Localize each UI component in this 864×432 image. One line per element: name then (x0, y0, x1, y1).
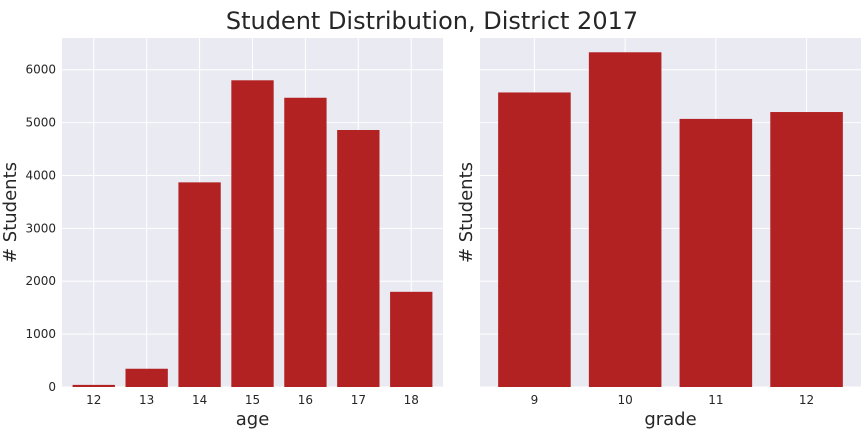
bars (498, 52, 843, 388)
y-axis-label: # Students (0, 162, 21, 263)
bar-11 (679, 118, 753, 388)
x-tick-label: 17 (351, 393, 366, 407)
y-tick-label: 1000 (25, 327, 56, 341)
bar-12 (72, 384, 115, 387)
y-tick-label: 3000 (25, 221, 56, 235)
x-axis-label: grade (644, 409, 696, 430)
x-tick-label: 9 (531, 393, 539, 407)
x-tick-label: 11 (708, 393, 723, 407)
y-tick-labels: 0 1000 2000 3000 4000 5000 6000 (25, 63, 56, 394)
x-tick-label: 12 (799, 393, 814, 407)
x-tick-label: 15 (245, 393, 260, 407)
grade-panel: 9 10 11 12 grade # Students (456, 38, 861, 430)
bar-18 (390, 291, 433, 387)
x-tick-label: 12 (86, 393, 101, 407)
bar-9 (498, 92, 571, 387)
x-tick-labels: 9 10 11 12 (531, 393, 815, 407)
x-tick-label: 18 (404, 393, 419, 407)
x-tick-labels: 12 13 14 15 16 17 18 (86, 393, 419, 407)
bar-17 (337, 130, 380, 387)
y-axis-label: # Students (456, 162, 477, 263)
x-tick-label: 14 (192, 393, 207, 407)
bar-14 (178, 182, 221, 387)
y-tick-label: 5000 (25, 116, 56, 130)
bar-13 (125, 368, 168, 387)
bar-16 (284, 97, 327, 388)
chart-title: Student Distribution, District 2017 (226, 7, 638, 35)
y-tick-label: 2000 (25, 274, 56, 288)
y-tick-label: 6000 (25, 63, 56, 77)
bar-12 (770, 112, 843, 387)
bars (72, 80, 433, 388)
x-tick-label: 10 (618, 393, 633, 407)
age-panel: 0 1000 2000 3000 4000 5000 6000 12 13 14 15 16 17 18… (0, 38, 443, 430)
x-tick-label: 16 (298, 393, 313, 407)
y-tick-label: 4000 (25, 168, 56, 182)
y-tick-label: 0 (48, 380, 56, 394)
x-axis-label: age (236, 409, 270, 430)
x-tick-label: 13 (139, 393, 154, 407)
bar-15 (231, 80, 274, 387)
bar-10 (588, 52, 662, 387)
